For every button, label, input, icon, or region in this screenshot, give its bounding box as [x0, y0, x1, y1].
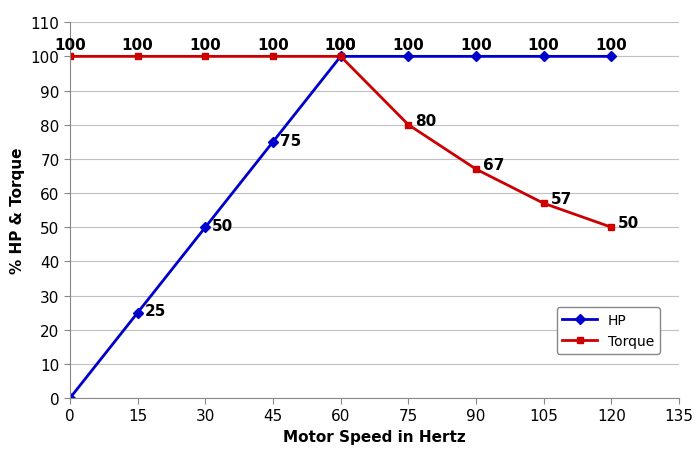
Text: 50: 50 — [618, 216, 640, 231]
Torque — [404, 123, 412, 128]
Torque — [607, 225, 615, 231]
Line: HP: HP — [66, 54, 615, 401]
Torque — [540, 201, 548, 206]
HP — [269, 140, 277, 145]
Text: 100: 100 — [325, 38, 356, 53]
Torque — [472, 167, 480, 173]
Text: 100: 100 — [122, 38, 153, 53]
Text: 100: 100 — [596, 38, 627, 53]
Text: 100: 100 — [393, 38, 424, 53]
Text: 100: 100 — [325, 38, 356, 53]
HP — [337, 55, 345, 60]
HP — [404, 55, 412, 60]
HP — [134, 310, 142, 316]
Line: Torque: Torque — [66, 54, 615, 231]
Text: 75: 75 — [280, 133, 301, 148]
Text: 100: 100 — [460, 38, 492, 53]
HP — [607, 55, 615, 60]
Text: 100: 100 — [54, 38, 86, 53]
Torque — [66, 55, 74, 60]
Text: 100: 100 — [528, 38, 559, 53]
Text: 50: 50 — [212, 219, 234, 233]
Text: 25: 25 — [145, 304, 166, 319]
Text: 100: 100 — [257, 38, 289, 53]
Text: 80: 80 — [415, 113, 437, 128]
Y-axis label: % HP & Torque: % HP & Torque — [10, 148, 25, 274]
Legend: HP, Torque: HP, Torque — [556, 308, 660, 354]
Torque — [269, 55, 277, 60]
HP — [201, 225, 209, 231]
HP — [472, 55, 480, 60]
Torque — [337, 55, 345, 60]
HP — [66, 395, 74, 401]
Torque — [201, 55, 209, 60]
Text: 100: 100 — [190, 38, 221, 53]
Torque — [134, 55, 142, 60]
Text: 67: 67 — [483, 158, 504, 173]
X-axis label: Motor Speed in Hertz: Motor Speed in Hertz — [283, 429, 466, 444]
HP — [540, 55, 548, 60]
Text: 57: 57 — [551, 192, 572, 207]
